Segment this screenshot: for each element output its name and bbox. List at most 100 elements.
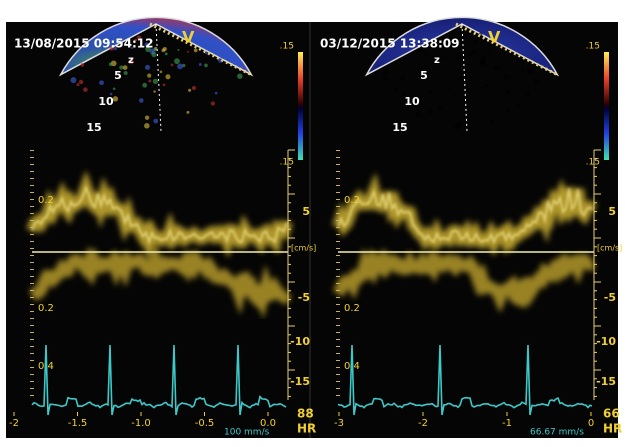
- speckle: [123, 71, 128, 76]
- speckle: [214, 91, 218, 95]
- left-tick-label: 0.2: [344, 195, 360, 206]
- speckle: [462, 61, 466, 65]
- speckle: [473, 39, 477, 44]
- doppler-core: [337, 188, 594, 245]
- speckle: [159, 70, 163, 74]
- speckle: [400, 76, 406, 81]
- velocity-tick-label: -15: [290, 375, 310, 388]
- speckle: [516, 103, 520, 107]
- depth-label: 10: [404, 95, 420, 108]
- speckle: [134, 38, 138, 42]
- speckle: [457, 122, 463, 128]
- speckle: [144, 64, 151, 70]
- depth-ruler: [455, 22, 559, 77]
- speckle: [130, 47, 133, 50]
- depth-label: 10: [98, 95, 114, 108]
- speckle: [162, 83, 166, 87]
- speckle: [76, 83, 80, 87]
- speckle: [526, 68, 533, 75]
- speckle: [458, 76, 463, 81]
- speckle: [402, 93, 406, 97]
- speckle: [210, 101, 216, 106]
- speckle: [165, 74, 171, 80]
- speckle: [187, 50, 190, 53]
- speckle: [177, 48, 180, 51]
- speckle: [80, 63, 85, 67]
- speckle: [488, 49, 492, 53]
- ecg-trace: [31, 344, 287, 416]
- speckle: [481, 55, 486, 60]
- speckle: [433, 56, 440, 62]
- speckle: [83, 87, 88, 92]
- speckle: [417, 65, 423, 71]
- hr-value: 66: [603, 407, 620, 421]
- speckle: [382, 76, 387, 82]
- speckle: [521, 68, 524, 71]
- mode-label: V: [182, 28, 195, 47]
- speckle: [109, 92, 113, 96]
- speckle: [427, 89, 433, 94]
- depth-label: 15: [392, 121, 407, 134]
- speckle: [431, 72, 435, 76]
- speckle: [448, 42, 454, 48]
- speckle: [525, 90, 531, 96]
- speckle: [438, 106, 443, 110]
- speckle: [502, 73, 509, 80]
- velocity-tick-label: 5: [302, 205, 310, 218]
- speckle: [164, 52, 168, 56]
- speckle: [153, 90, 156, 93]
- speckle: [144, 42, 149, 47]
- depth-axis: z: [434, 55, 440, 66]
- speckle: [441, 46, 444, 49]
- depth-axis: z: [128, 55, 134, 66]
- speckle: [99, 80, 104, 86]
- speckle: [139, 98, 144, 103]
- mode-label: V: [488, 28, 501, 47]
- speckle: [438, 54, 443, 59]
- speckle: [467, 53, 471, 57]
- hr-label: HR: [603, 422, 622, 436]
- time-tick-label: 0: [588, 418, 594, 429]
- speckle: [147, 73, 152, 78]
- speckle: [170, 63, 174, 67]
- doppler-negative: [29, 242, 292, 320]
- left-tick-label: 0.2: [344, 303, 360, 314]
- speckle: [507, 86, 511, 89]
- color-bar: [298, 52, 303, 160]
- doppler-negative: [332, 247, 596, 314]
- speckle: [152, 78, 159, 84]
- speckle: [70, 77, 77, 84]
- speckle: [455, 56, 460, 61]
- speckle: [191, 85, 197, 91]
- speckle: [151, 51, 157, 58]
- speckle: [119, 65, 124, 70]
- timestamp: 03/12/2015 13:38:09: [320, 37, 459, 51]
- time-tick-label: -1.5: [68, 418, 88, 429]
- speckle: [145, 46, 151, 53]
- speckle: [161, 48, 166, 53]
- speckle: [204, 51, 208, 55]
- speckle: [108, 62, 113, 67]
- speckle: [113, 46, 117, 51]
- speckle: [188, 88, 192, 92]
- hr-label: HR: [297, 422, 316, 436]
- speckle: [122, 65, 128, 70]
- speckle: [136, 35, 141, 40]
- speckle: [424, 52, 428, 56]
- speckle: [446, 52, 449, 56]
- speckle: [533, 79, 540, 85]
- velocity-tick-label: 5: [608, 205, 616, 218]
- time-tick-label: -2: [9, 418, 19, 429]
- speckle: [505, 109, 509, 113]
- velocity-tick-label: -5: [298, 291, 310, 304]
- speckle: [476, 86, 481, 91]
- speckle: [153, 47, 158, 52]
- color-bar: [604, 52, 609, 160]
- speckle: [459, 62, 464, 67]
- time-tick-label: -1.0: [131, 418, 151, 429]
- speckle: [539, 88, 542, 91]
- ecg-trace: [337, 344, 593, 416]
- speckle: [109, 46, 114, 51]
- color-bar-label: .15: [280, 42, 294, 52]
